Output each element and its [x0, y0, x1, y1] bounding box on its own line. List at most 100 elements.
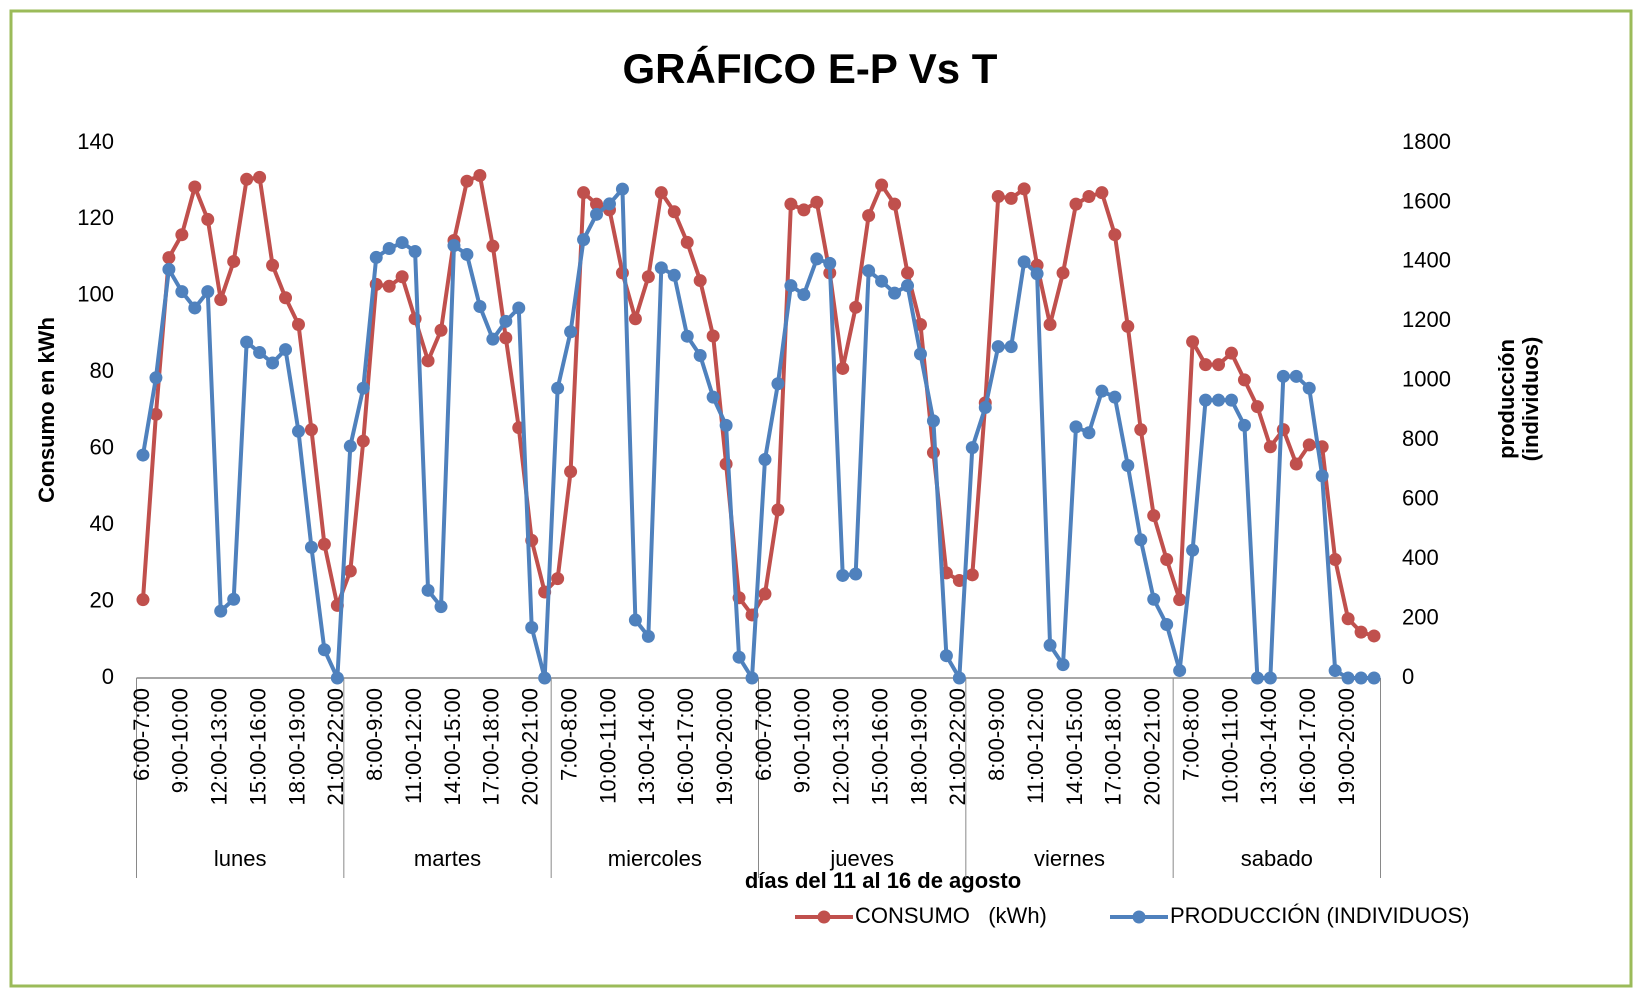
- data-point: [564, 325, 578, 339]
- data-point: [227, 254, 241, 268]
- data-point: [460, 247, 474, 261]
- data-point: [797, 288, 811, 302]
- data-point: [1263, 440, 1277, 454]
- y-tick-label: 20: [90, 587, 114, 612]
- data-point: [1043, 638, 1057, 652]
- data-point: [693, 274, 707, 288]
- data-point: [590, 207, 604, 221]
- x-tick-label: 7:00-8:00: [1178, 688, 1203, 781]
- data-point: [291, 318, 305, 332]
- data-point: [330, 671, 344, 685]
- data-point: [136, 593, 150, 607]
- data-point: [862, 209, 876, 223]
- y2-tick-label: 0: [1402, 664, 1414, 689]
- data-point: [369, 250, 383, 264]
- data-point: [1199, 393, 1213, 407]
- x-tick-label: 6:00-7:00: [751, 688, 776, 781]
- data-point: [408, 244, 422, 258]
- x-axis-title: días del 11 al 16 de agosto: [745, 868, 1021, 893]
- x-tick-label: 14:00-15:00: [1062, 688, 1087, 805]
- data-point: [1069, 197, 1083, 211]
- x-tick-label: 17:00-18:00: [1101, 688, 1126, 805]
- group-label: jueves: [829, 846, 894, 871]
- data-point: [1289, 369, 1303, 383]
- data-point: [1121, 458, 1135, 472]
- x-tick-label: 16:00-17:00: [673, 688, 698, 805]
- x-tick-label: 9:00-10:00: [790, 688, 815, 793]
- data-point: [965, 568, 979, 582]
- legend-label: CONSUMO (kWh): [855, 903, 1047, 928]
- data-point: [1134, 423, 1148, 437]
- data-point: [1082, 426, 1096, 440]
- data-point: [317, 643, 331, 657]
- data-point: [836, 568, 850, 582]
- data-point: [745, 671, 759, 685]
- data-point: [266, 356, 280, 370]
- data-point: [279, 343, 293, 357]
- data-point: [1212, 358, 1226, 372]
- x-tick-label: 19:00-20:00: [712, 688, 737, 805]
- data-point: [1328, 664, 1342, 678]
- data-point: [1108, 228, 1122, 242]
- data-point: [628, 613, 642, 627]
- data-point: [1276, 369, 1290, 383]
- y2-tick-label: 1600: [1402, 188, 1451, 213]
- data-point: [680, 235, 694, 249]
- data-point: [1199, 358, 1213, 372]
- legend-label: PRODUCCIÓN (INDIVIDUOS): [1170, 903, 1469, 928]
- series-line: [141, 187, 1375, 680]
- data-point: [1367, 629, 1381, 643]
- data-point: [279, 291, 293, 305]
- data-point: [201, 285, 215, 299]
- data-point: [602, 197, 616, 211]
- data-point: [888, 197, 902, 211]
- data-point: [965, 441, 979, 455]
- y-axis-title: Consumo en kWh: [34, 317, 59, 503]
- x-tick-label: 18:00-19:00: [284, 688, 309, 805]
- data-point: [162, 251, 176, 265]
- data-point: [1302, 381, 1316, 395]
- x-tick-label: 17:00-18:00: [479, 688, 504, 805]
- data-point: [1173, 593, 1187, 607]
- data-point: [810, 252, 824, 266]
- data-point: [447, 239, 461, 253]
- data-point: [1056, 266, 1070, 280]
- x-tick-label: 15:00-16:00: [867, 688, 892, 805]
- y-tick-label: 140: [77, 129, 114, 154]
- y2-tick-label: 1200: [1402, 307, 1451, 332]
- data-point: [356, 434, 370, 448]
- data-point: [991, 340, 1005, 354]
- data-point: [1250, 671, 1264, 685]
- y2-tick-label: 800: [1402, 426, 1439, 451]
- data-point: [862, 264, 876, 278]
- data-point: [1004, 340, 1018, 354]
- x-tick-label: 18:00-19:00: [906, 688, 931, 805]
- y2-tick-label: 1000: [1402, 367, 1451, 392]
- data-point: [654, 261, 668, 275]
- data-point: [797, 203, 811, 217]
- chart-border: [9, 9, 1633, 988]
- y-tick-label: 60: [90, 435, 114, 460]
- x-tick-label: 16:00-17:00: [1295, 688, 1320, 805]
- data-point: [1328, 553, 1342, 567]
- data-point: [149, 407, 163, 421]
- group-label: viernes: [1034, 846, 1105, 871]
- data-point: [667, 205, 681, 219]
- data-point: [1030, 267, 1044, 281]
- data-point: [395, 236, 409, 250]
- data-point: [1224, 393, 1238, 407]
- data-point: [901, 266, 915, 280]
- data-point: [525, 620, 539, 634]
- data-point: [395, 270, 409, 284]
- data-point: [901, 279, 915, 293]
- data-point: [214, 293, 228, 307]
- data-point: [875, 274, 889, 288]
- data-point: [188, 301, 202, 315]
- data-point: [343, 439, 357, 453]
- x-tick-label: 14:00-15:00: [440, 688, 465, 805]
- data-point: [1276, 423, 1290, 437]
- data-point: [421, 354, 435, 368]
- x-tick-label: 7:00-8:00: [556, 688, 581, 781]
- data-point: [201, 212, 215, 226]
- data-point: [706, 329, 720, 343]
